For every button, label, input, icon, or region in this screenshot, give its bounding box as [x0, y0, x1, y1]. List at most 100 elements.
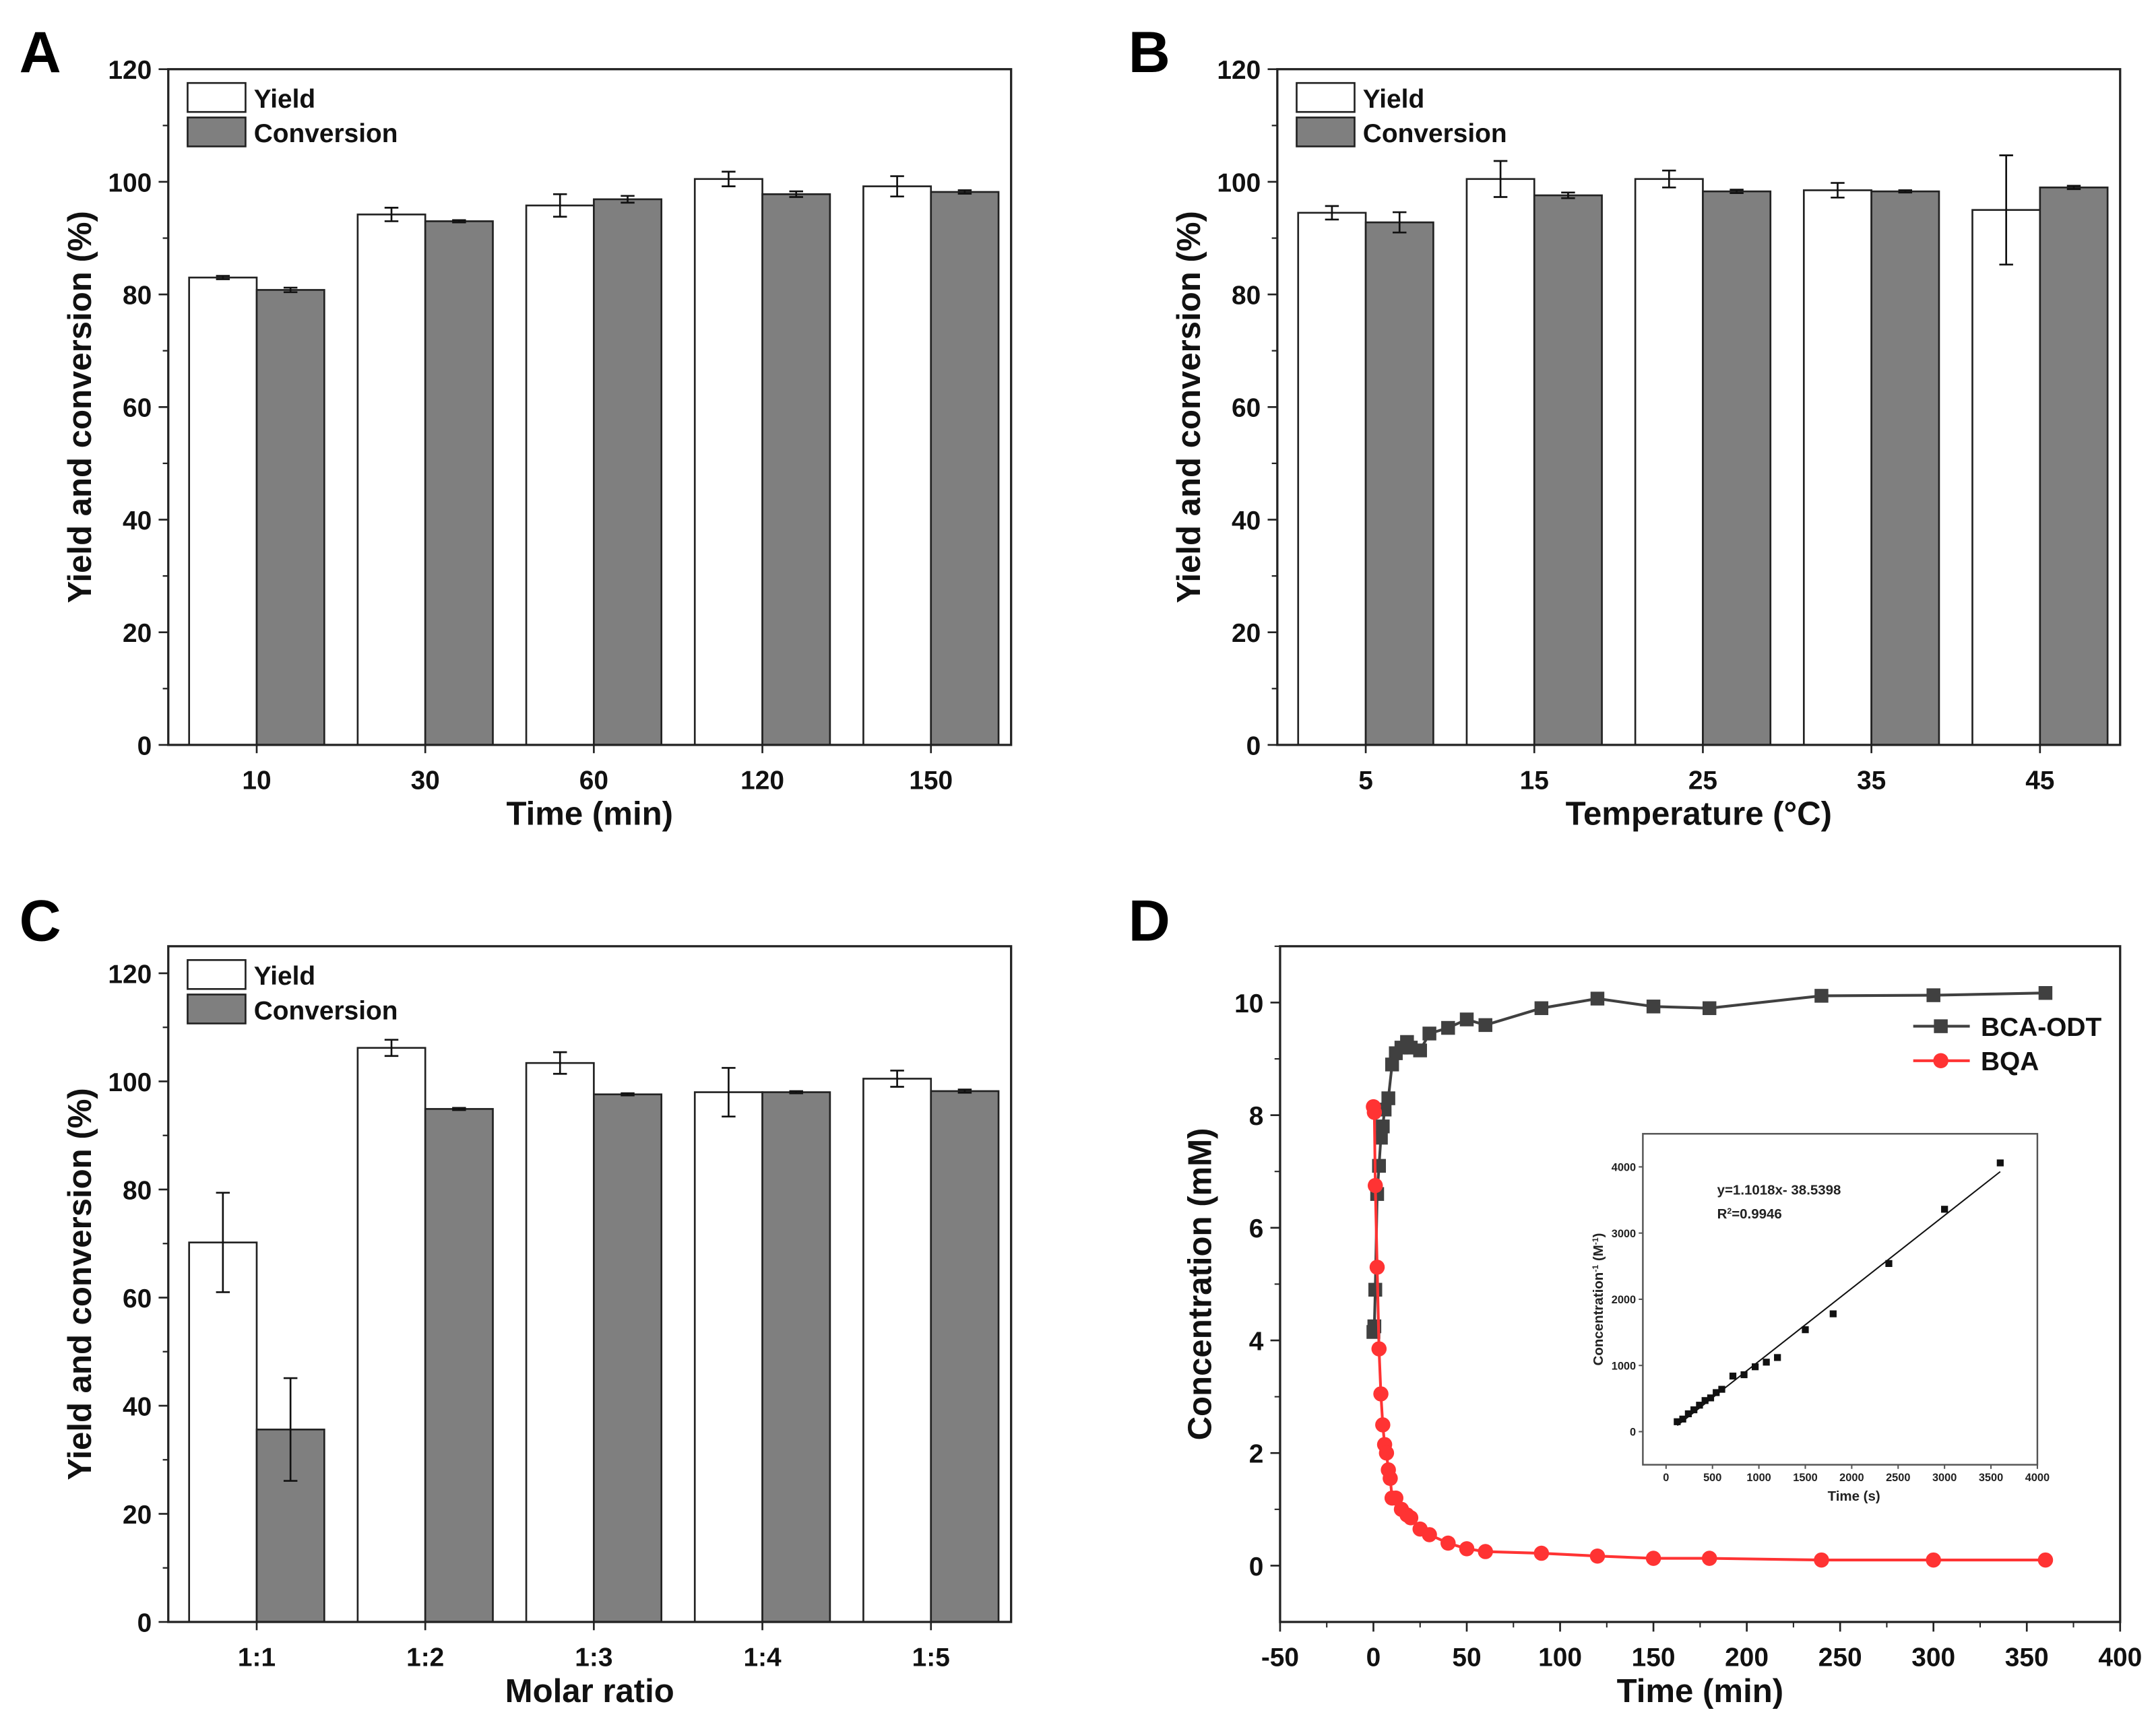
- bar-yield-120: [693, 178, 763, 746]
- data-point: [1385, 1057, 1399, 1072]
- inset-data-point: [1763, 1359, 1770, 1366]
- error-bar-yield-45: [1999, 154, 2013, 266]
- y-tick-label: 0: [1246, 731, 1261, 760]
- error-bar-conversion-1:5: [957, 1088, 972, 1094]
- x-axis-title: Molar ratio: [505, 1673, 674, 1709]
- y-tick-label: 2: [1249, 1440, 1264, 1469]
- x-tick-label: 120: [740, 766, 784, 795]
- bar-conversion-60: [593, 198, 663, 746]
- bar-chart-b: 5 15 25 35 45 0 20 40 60 80 100 120 Temperature (°C)…: [1171, 56, 2122, 833]
- error-bar-conversion-120: [789, 190, 803, 198]
- inset-y-title-end: ): [1591, 1233, 1606, 1237]
- y-tick-label: 40: [1232, 507, 1261, 535]
- inset-y-tick-label: 0: [1630, 1427, 1636, 1439]
- data-point: [1440, 1535, 1456, 1551]
- inset-data-point: [1674, 1418, 1681, 1425]
- y-tick-label: 80: [123, 281, 152, 310]
- inset-data-point: [1690, 1406, 1698, 1414]
- y-axis-title: Concentration (mM): [1182, 1128, 1219, 1440]
- y-axis-title: Yield and conversion (%): [62, 211, 98, 603]
- legend-label-conversion: Conversion: [254, 996, 398, 1025]
- bar-conversion-45: [2039, 186, 2109, 746]
- y-tick-label: 100: [108, 1068, 152, 1097]
- x-tick-label: 50: [1452, 1643, 1481, 1672]
- data-point: [1376, 1119, 1390, 1134]
- error-bar-yield-1:4: [722, 1067, 736, 1117]
- data-point: [1441, 1020, 1455, 1035]
- legend-label-bca-odt: BCA-ODT: [1981, 1013, 2101, 1042]
- legend-swatch-yield: [187, 958, 247, 990]
- bar-conversion-1:3: [593, 1093, 663, 1623]
- data-point: [1381, 1091, 1395, 1105]
- x-tick-label: 10: [242, 766, 271, 795]
- y-tick-label: 120: [108, 960, 152, 989]
- data-point: [1403, 1510, 1419, 1526]
- inset-x-tick-label: 2500: [1886, 1472, 1910, 1484]
- bar-yield-25: [1634, 178, 1704, 746]
- bar-chart-a: 10 30 60 120 150 0 20 40 60 80 100 120 Time (min) Yie…: [62, 56, 1013, 833]
- error-bar-yield-1:3: [552, 1051, 567, 1075]
- bar-yield-1:2: [356, 1047, 426, 1623]
- panel-label-b: B: [1129, 20, 1170, 85]
- bar-yield-150: [862, 185, 932, 746]
- error-bar-yield-35: [1831, 182, 1845, 199]
- legend-swatch-conversion: [187, 993, 247, 1024]
- legend-swatch-conversion: [1296, 117, 1356, 148]
- data-point: [1590, 991, 1605, 1006]
- bar-yield-1:5: [862, 1078, 932, 1623]
- inset-r-squared: R2=0.9946: [1717, 1206, 1782, 1222]
- inset-data-point: [1751, 1363, 1759, 1371]
- data-point: [1373, 1386, 1389, 1402]
- error-bar-yield-1:1: [216, 1192, 230, 1293]
- panel-label-d: D: [1129, 889, 1170, 954]
- x-axis-title: Time (min): [506, 796, 672, 833]
- inset-data-point: [1696, 1402, 1703, 1409]
- legend-label-yield: Yield: [1363, 85, 1424, 114]
- data-point: [1589, 1548, 1606, 1564]
- y-tick-label: 60: [123, 1284, 152, 1313]
- bar-conversion-25: [1702, 190, 1772, 746]
- bar-conversion-10: [255, 289, 325, 746]
- legend-label-yield: Yield: [254, 85, 315, 114]
- panel-label-a: A: [20, 20, 61, 85]
- data-point: [1926, 988, 1940, 1002]
- inset-x-axis-title: Time (s): [1828, 1489, 1880, 1504]
- error-bar-yield-120: [722, 170, 736, 187]
- data-point: [1926, 1552, 1941, 1568]
- x-tick-label: 45: [2025, 766, 2054, 795]
- x-tick-label: 1:3: [575, 1643, 612, 1672]
- y-tick-label: 80: [1232, 281, 1261, 310]
- x-tick-label: 200: [1725, 1643, 1769, 1672]
- error-bar-conversion-150: [957, 189, 972, 195]
- inset-x-tick-label: 500: [1703, 1472, 1721, 1484]
- error-bar-yield-60: [552, 193, 567, 218]
- inset-r2-value: =0.9946: [1732, 1206, 1782, 1222]
- bar-yield-35: [1802, 189, 1872, 746]
- x-tick-label: 150: [1632, 1643, 1676, 1672]
- bar-yield-30: [356, 214, 426, 746]
- data-point: [1534, 1001, 1549, 1016]
- error-bar-yield-5: [1325, 205, 1339, 221]
- x-tick-label: 1:5: [912, 1643, 950, 1672]
- data-point: [1388, 1490, 1403, 1506]
- x-tick-label: 1:2: [406, 1643, 444, 1672]
- error-bar-conversion-25: [1730, 189, 1744, 194]
- error-bar-yield-10: [216, 275, 230, 280]
- bar-conversion-15: [1533, 194, 1603, 746]
- data-point: [1367, 1177, 1383, 1194]
- data-point: [1375, 1417, 1391, 1433]
- data-point: [1378, 1445, 1395, 1461]
- y-tick-label: 0: [137, 1608, 152, 1637]
- legend-swatch-yield: [1296, 82, 1356, 113]
- panel-label-c: C: [20, 889, 61, 954]
- data-point: [1533, 1545, 1550, 1561]
- y-tick-label: 40: [123, 1392, 152, 1421]
- x-tick-label: 15: [1520, 766, 1549, 795]
- x-tick-label: 30: [411, 766, 440, 795]
- inset-y-tick-label: 2000: [1612, 1294, 1636, 1306]
- data-point: [1374, 1130, 1388, 1145]
- error-bar-conversion-35: [1898, 189, 1913, 194]
- legend: Yield Conversion: [1296, 82, 1507, 148]
- y-tick-label: 60: [123, 394, 152, 423]
- data-point: [1369, 1260, 1385, 1275]
